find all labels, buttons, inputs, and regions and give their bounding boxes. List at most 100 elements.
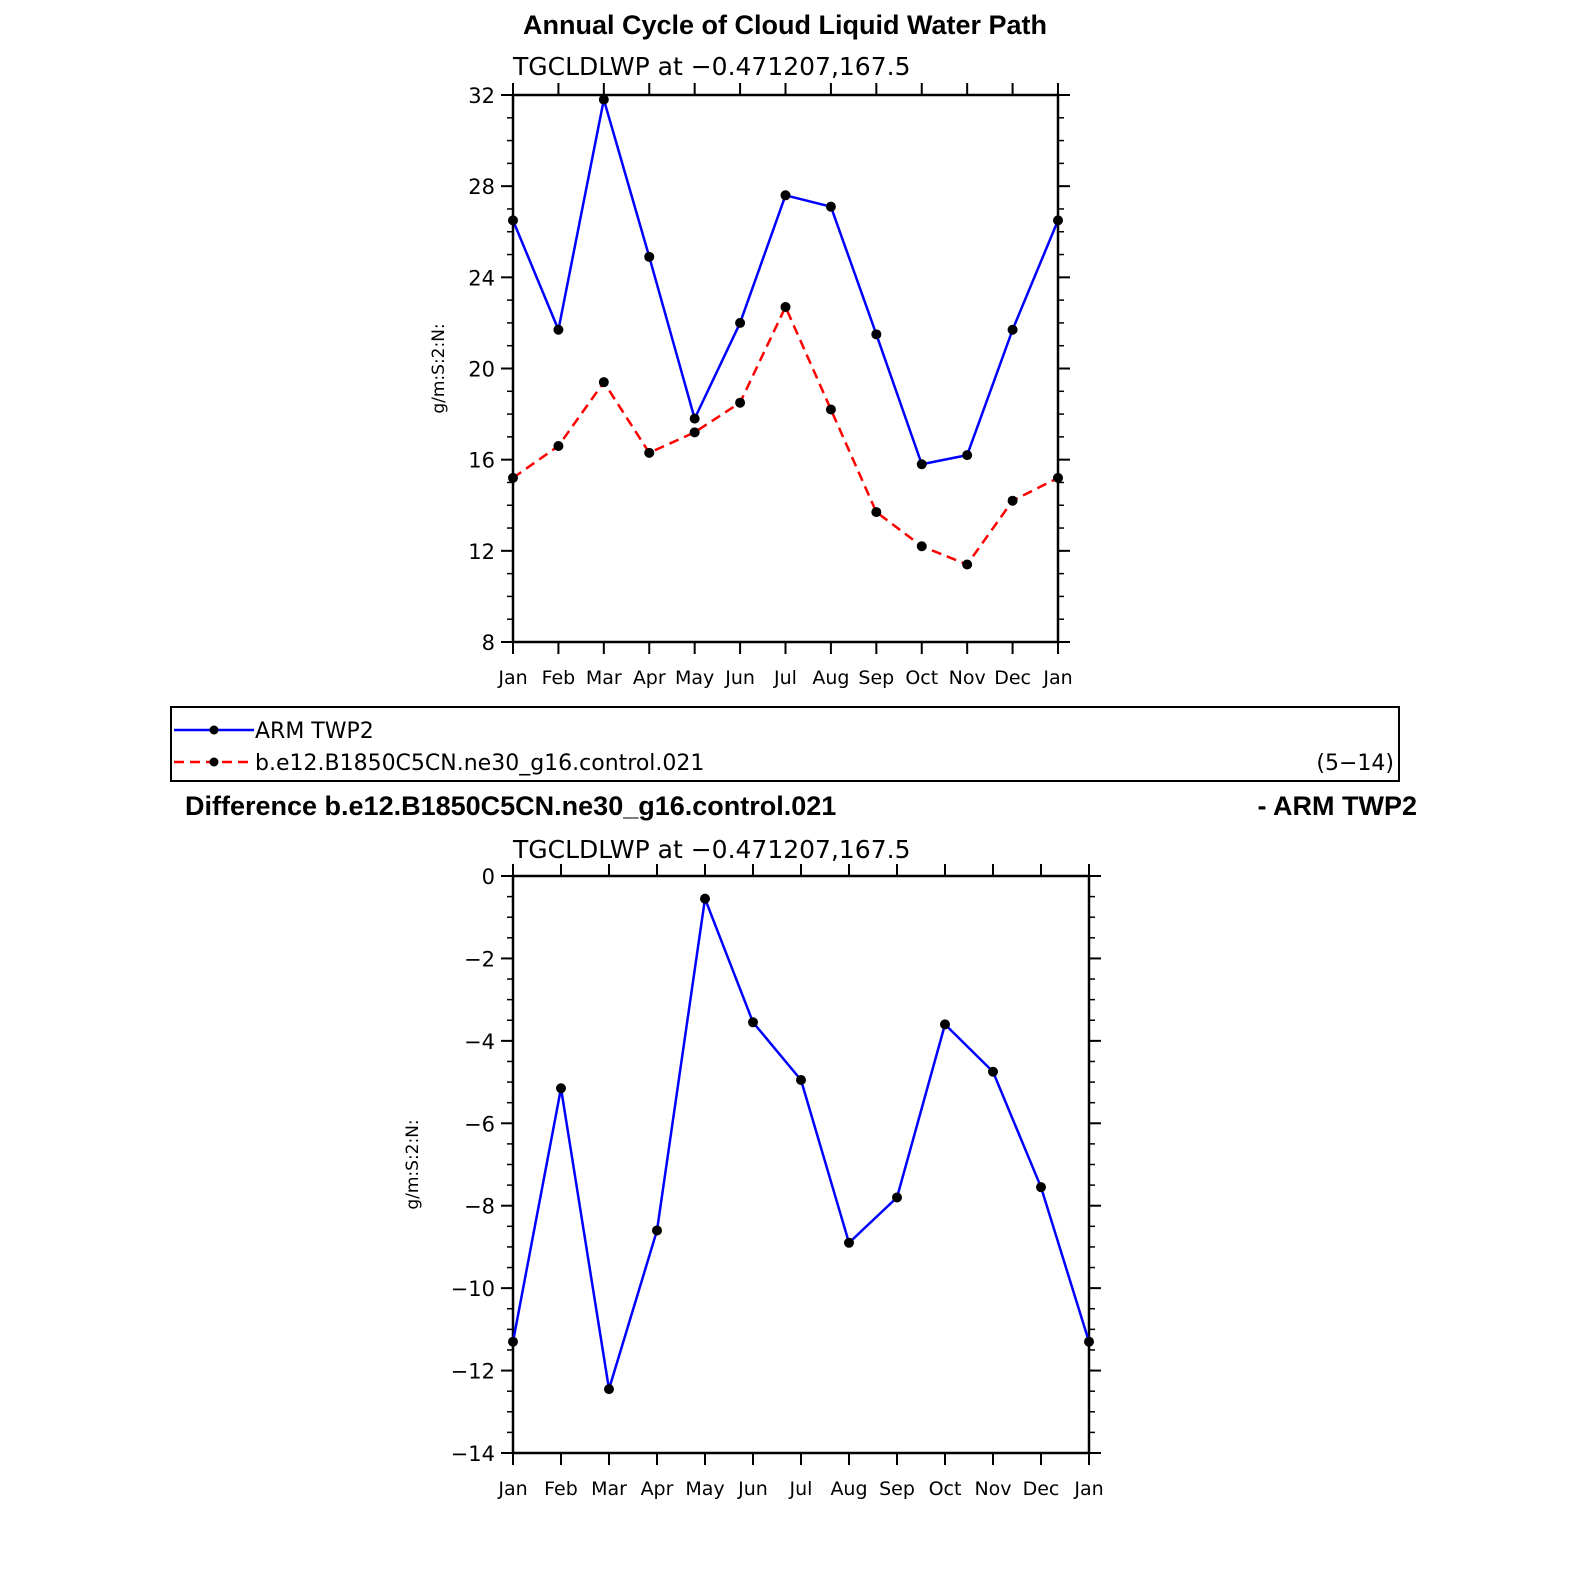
- legend-label-arm: ARM TWP2: [255, 719, 374, 744]
- top-series-0-point: [1053, 215, 1063, 226]
- bottom-series-0-point: [988, 1066, 998, 1077]
- top-ytick-label: 16: [468, 449, 495, 473]
- legend-box: [170, 706, 1400, 782]
- bottom-series-0-point: [748, 1017, 758, 1028]
- top-ylabel: g/m:S:2:N:: [429, 323, 449, 413]
- bottom-ytick-label: −2: [464, 947, 495, 971]
- bottom-series-0-point: [1036, 1182, 1046, 1193]
- top-series-1-point: [962, 559, 973, 570]
- bottom-series-0-point: [556, 1083, 566, 1094]
- bottom-series-0-point: [796, 1075, 806, 1086]
- legend-marker-model: [209, 757, 219, 767]
- bottom-ytick-label: −4: [464, 1030, 495, 1054]
- bottom-ytick-label: −14: [451, 1442, 495, 1466]
- bottom-series-0-point: [844, 1237, 854, 1248]
- top-series-1-line: [512, 305, 1059, 566]
- top-series-0-point: [508, 215, 518, 226]
- top-chart: 8 12 16 20 24 28 32 Jan Feb Mar Apr May Jun Jul Aug Sep…: [429, 83, 1073, 689]
- bottom-xtick-label: Feb: [544, 1478, 578, 1500]
- top-series-0-point: [553, 324, 564, 335]
- top-ytick-label: 24: [468, 266, 495, 290]
- legend-label-model: b.e12.B1850C5CN.ne30_g16.control.021: [255, 751, 704, 776]
- top-xtick-label: Nov: [949, 667, 986, 689]
- top-series-1-point: [598, 377, 609, 388]
- bottom-series-0-point: [700, 893, 710, 904]
- top-series-0-point: [871, 329, 882, 340]
- bottom-series-0-point: [652, 1225, 662, 1236]
- bottom-ytick-label: 0: [482, 865, 495, 889]
- bottom-series-0-point: [508, 1336, 518, 1347]
- top-series-0-point: [644, 251, 655, 262]
- top-chart-title: Annual Cycle of Cloud Liquid Water Path: [523, 10, 1047, 40]
- top-series-0-point: [735, 317, 746, 328]
- top-plot-frame: [511, 93, 1060, 644]
- top-xtick-label: Feb: [542, 667, 576, 689]
- top-ytick-label: 28: [468, 175, 495, 199]
- legend-note: (5−14): [1316, 751, 1394, 776]
- bottom-chart-title-left: Difference b.e12.B1850C5CN.ne30_g16.cont…: [185, 791, 836, 821]
- bottom-xtick-label: Jan: [497, 1478, 527, 1500]
- legend-marker-arm: [209, 725, 219, 735]
- top-xtick-label: Oct: [905, 667, 938, 689]
- top-series-1-point: [735, 397, 746, 408]
- top-series-0-point: [780, 190, 791, 201]
- legend: ARM TWP2 b.e12.B1850C5CN.ne30_g16.contro…: [170, 706, 1400, 782]
- top-series-0-point: [825, 201, 836, 212]
- bottom-ytick-label: −12: [451, 1360, 495, 1384]
- bottom-xtick-label: Nov: [974, 1478, 1011, 1500]
- top-xtick-label: Aug: [812, 667, 849, 689]
- top-series-1-point: [689, 427, 700, 438]
- bottom-ytick-label: −6: [464, 1112, 495, 1136]
- top-xtick-label: Mar: [586, 667, 622, 689]
- bottom-plot-frame: [511, 874, 1091, 1455]
- bottom-series-0-point: [604, 1384, 614, 1395]
- top-series-1-point: [871, 507, 882, 518]
- top-xtick-label: May: [675, 667, 714, 689]
- bottom-xtick-label: Oct: [929, 1478, 962, 1500]
- top-series-1-point: [644, 447, 655, 458]
- top-series-1-point: [780, 301, 791, 312]
- top-xtick-label: Sep: [858, 667, 894, 689]
- bottom-series-0-point: [1084, 1336, 1094, 1347]
- top-xtick-label: Jun: [724, 667, 755, 689]
- top-series-0-point: [598, 94, 609, 105]
- bottom-xtick-label: Jul: [789, 1478, 813, 1500]
- bottom-xtick-label: Jun: [737, 1478, 768, 1500]
- bottom-series-0-line: [511, 897, 1091, 1391]
- top-xtick-label: Jan: [497, 667, 527, 689]
- top-chart-subtitle: TGCLDLWP at −0.471207,167.5: [512, 52, 910, 81]
- bottom-series-0-point: [940, 1019, 950, 1030]
- top-series-0-point: [916, 459, 927, 470]
- top-series-1-point: [825, 404, 836, 415]
- bottom-xtick-label: Dec: [1023, 1478, 1060, 1500]
- top-series-0-line: [511, 98, 1060, 466]
- bottom-chart: −14 −12 −10 −8 −6 −4 −2 0 Jan Feb Mar Apr May Jun Jul A…: [403, 864, 1104, 1500]
- top-xtick-label: Dec: [994, 667, 1031, 689]
- top-ytick-label: 8: [482, 631, 495, 655]
- bottom-chart-title-right: - ARM TWP2: [1258, 791, 1417, 821]
- bottom-xtick-label: Apr: [641, 1478, 674, 1500]
- bottom-xtick-label: May: [685, 1478, 724, 1500]
- bottom-xtick-label: Sep: [879, 1478, 915, 1500]
- bottom-ylabel: g/m:S:2:N:: [403, 1119, 423, 1209]
- top-xtick-label: Apr: [633, 667, 666, 689]
- top-series-1-point: [1007, 495, 1018, 506]
- top-series-1-point: [553, 440, 564, 451]
- top-xtick-label: Jan: [1042, 667, 1072, 689]
- top-ytick-label: 32: [468, 84, 495, 108]
- bottom-xtick-label: Aug: [830, 1478, 867, 1500]
- top-series-1-point: [1053, 472, 1063, 483]
- bottom-chart-subtitle: TGCLDLWP at −0.471207,167.5: [512, 835, 910, 864]
- bottom-series-0-point: [892, 1192, 902, 1203]
- top-ytick-label: 12: [468, 540, 495, 564]
- bottom-ytick-label: −8: [464, 1195, 495, 1219]
- top-xtick-label: Jul: [773, 667, 797, 689]
- top-ytick-label: 20: [468, 358, 495, 382]
- bottom-ytick-label: −10: [451, 1277, 495, 1301]
- top-series-0-point: [1007, 324, 1018, 335]
- top-series-1-point: [508, 472, 518, 483]
- bottom-xtick-label: Mar: [591, 1478, 627, 1500]
- top-series-1-point: [916, 541, 927, 552]
- bottom-xtick-label: Jan: [1073, 1478, 1103, 1500]
